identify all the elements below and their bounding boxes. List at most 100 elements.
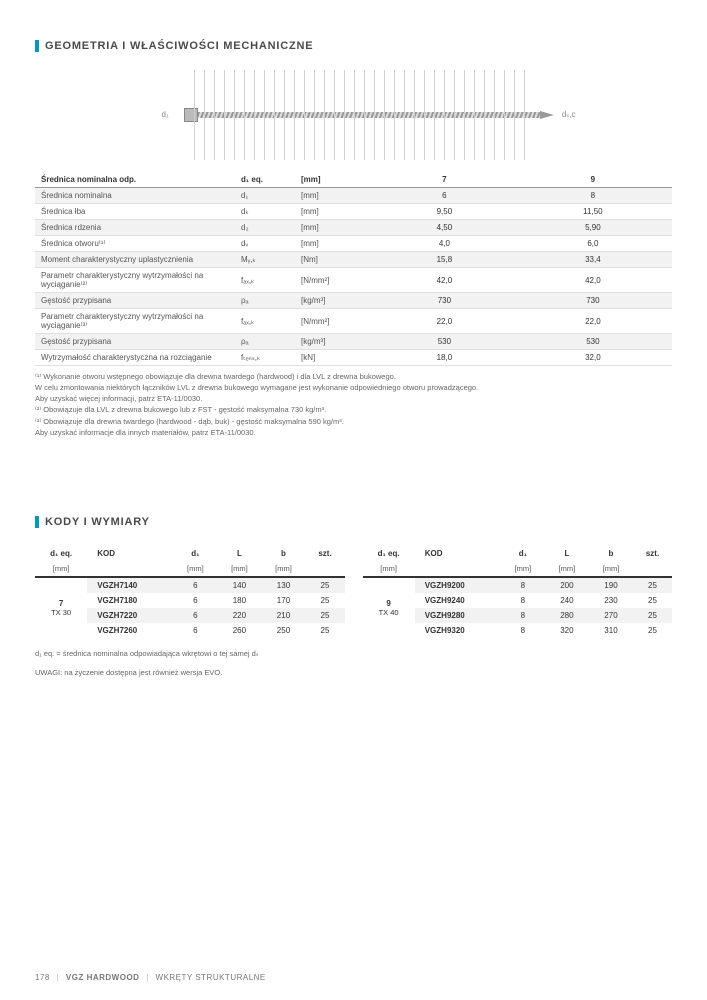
code-d1: 6 (173, 623, 217, 638)
codes-right-body: 9TX 40VGZH9200820019025VGZH9240824023025… (363, 577, 673, 638)
col-u: [mm] (363, 561, 415, 577)
spec-val: 9,50 (375, 204, 514, 220)
col-u: [mm] (545, 561, 589, 577)
code-kod: VGZH7260 (87, 623, 173, 638)
footnote-line: Aby uzyskać informacje dla innych materi… (35, 428, 672, 438)
spec-unit: [N/mm²] (295, 268, 375, 293)
footnote-line: ⁽¹⁾ Wykonanie otworu wstępnego obowiązuj… (35, 372, 672, 382)
spec-name: Gęstość przypisana (35, 334, 235, 350)
section1-heading: GEOMETRIA I WŁAŚCIWOŚCI MECHANICZNE (35, 40, 672, 52)
spec-symbol: dₖ (235, 204, 295, 220)
spec-table-body: Średnica nominalna odp.d₁ eq.[mm]79Średn… (35, 172, 672, 366)
section2-heading: KODY I WYMIARY (35, 516, 672, 528)
code-d1: 6 (173, 593, 217, 608)
col-h: szt. (306, 546, 345, 561)
spec-name: Średnica rdzenia (35, 220, 235, 236)
spec-row: Wytrzymałość charakterystyczna na rozcią… (35, 350, 672, 366)
col-u (87, 561, 173, 577)
spec-unit: [kg/m³] (295, 334, 375, 350)
col-h: d₁ (501, 546, 545, 561)
code-kod: VGZH7180 (87, 593, 173, 608)
code-kod: VGZH9200 (415, 577, 501, 593)
spec-name: Gęstość przypisana (35, 293, 235, 309)
col-u (633, 561, 672, 577)
codes-table-left: d₁ eq. KOD d₁ L b szt. [mm] [mm] [mm] [m… (35, 546, 345, 638)
col-u: [mm] (501, 561, 545, 577)
spec-val: 6 (375, 188, 514, 204)
spec-row: Parametr charakterystyczny wytrzymałości… (35, 309, 672, 334)
spec-symbol: dᵥ (235, 236, 295, 252)
code-szt: 25 (633, 608, 672, 623)
heading-bar-icon (35, 40, 39, 52)
code-szt: 25 (633, 623, 672, 638)
code-kod: VGZH7220 (87, 608, 173, 623)
spec-val: 4,0 (375, 236, 514, 252)
diagram-label-ds: dₛ,c (562, 110, 576, 119)
spec-val: 730 (375, 293, 514, 309)
spec-symbol: ρₐ (235, 293, 295, 309)
col-h: KOD (415, 546, 501, 561)
spec-row: Gęstość przypisanaρₐ[kg/m³]530530 (35, 334, 672, 350)
spec-name: Moment charakterystyczny uplastycznienia (35, 252, 235, 268)
spec-val: 7 (375, 172, 514, 188)
spec-val: 22,0 (375, 309, 514, 334)
spec-name: Średnica otworu⁽¹⁾ (35, 236, 235, 252)
col-h: b (589, 546, 633, 561)
code-b: 130 (261, 577, 305, 593)
screw-shape (184, 108, 554, 122)
spec-unit: [N/mm²] (295, 309, 375, 334)
spec-name: Średnica łba (35, 204, 235, 220)
code-b: 270 (589, 608, 633, 623)
code-d1: 6 (173, 577, 217, 593)
spec-val: 4,50 (375, 220, 514, 236)
code-b: 170 (261, 593, 305, 608)
screw-diagram: d₁ dₛ,c (124, 70, 584, 160)
col-h: KOD (87, 546, 173, 561)
spec-symbol: Mᵧ,ₖ (235, 252, 295, 268)
codes-left-body: 7TX 30VGZH7140614013025VGZH7180618017025… (35, 577, 345, 638)
spec-row: Moment charakterystyczny uplastycznienia… (35, 252, 672, 268)
col-u (415, 561, 501, 577)
col-h: d₁ eq. (35, 546, 87, 561)
spec-val: 530 (375, 334, 514, 350)
code-kod: VGZH9280 (415, 608, 501, 623)
page-footer: 178 | VGZ HARDWOOD | WKRĘTY STRUKTURALNE (35, 973, 266, 982)
code-L: 260 (217, 623, 261, 638)
spec-val: 42,0 (514, 268, 672, 293)
spec-name: Parametr charakterystyczny wytrzymałości… (35, 268, 235, 293)
spec-val: 42,0 (375, 268, 514, 293)
code-szt: 25 (306, 577, 345, 593)
footer-sep-icon: | (57, 973, 60, 982)
spec-symbol: d₁ (235, 188, 295, 204)
col-h: b (261, 546, 305, 561)
code-szt: 25 (633, 593, 672, 608)
spec-table: Średnica nominalna odp.d₁ eq.[mm]79Średn… (35, 172, 672, 366)
spec-symbol: d₁ eq. (235, 172, 295, 188)
code-b: 210 (261, 608, 305, 623)
code-d1: 8 (501, 577, 545, 593)
code-L: 240 (545, 593, 589, 608)
spec-unit: [kg/m³] (295, 293, 375, 309)
spec-unit: [kN] (295, 350, 375, 366)
spec-val: 5,90 (514, 220, 672, 236)
code-b: 310 (589, 623, 633, 638)
spec-row: Średnica łbadₖ[mm]9,5011,50 (35, 204, 672, 220)
col-h: L (217, 546, 261, 561)
code-row: 7TX 30VGZH7140614013025 (35, 577, 345, 593)
code-kod: VGZH7140 (87, 577, 173, 593)
group-cell: 7TX 30 (35, 577, 87, 638)
spec-val: 6,0 (514, 236, 672, 252)
spec-row: Gęstość przypisanaρₐ[kg/m³]730730 (35, 293, 672, 309)
spec-name: Wytrzymałość charakterystyczna na rozcią… (35, 350, 235, 366)
col-u: [mm] (217, 561, 261, 577)
section1-title: GEOMETRIA I WŁAŚCIWOŚCI MECHANICZNE (45, 40, 313, 52)
col-h: L (545, 546, 589, 561)
code-d1: 8 (501, 593, 545, 608)
spec-symbol: d₂ (235, 220, 295, 236)
code-L: 320 (545, 623, 589, 638)
footer-category: WKRĘTY STRUKTURALNE (156, 973, 266, 982)
code-b: 230 (589, 593, 633, 608)
col-u: [mm] (173, 561, 217, 577)
diagram-label-d1: d₁ (162, 110, 169, 119)
code-b: 250 (261, 623, 305, 638)
